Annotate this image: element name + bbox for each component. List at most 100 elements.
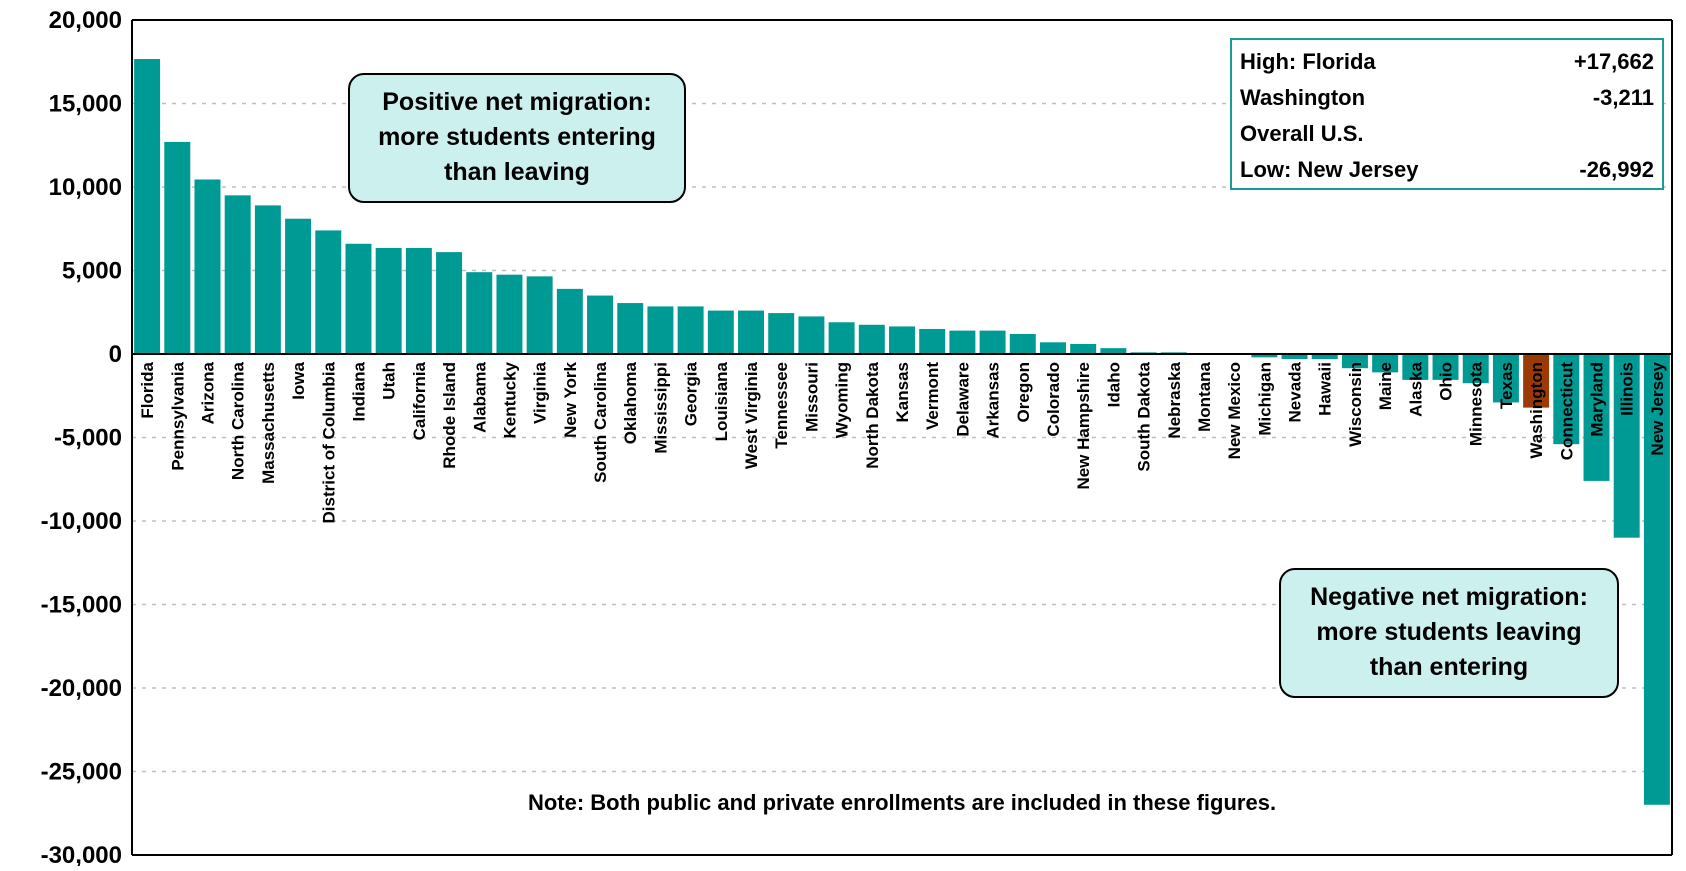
bar <box>224 195 251 354</box>
bar <box>1341 354 1368 369</box>
positive-annotation-line: than leaving <box>444 158 590 186</box>
x-tick-label: Missouri <box>802 362 821 432</box>
legend-row-overall: Overall U.S. <box>1240 116 1654 152</box>
x-tick-label: South Dakota <box>1135 361 1154 471</box>
bar <box>1372 354 1399 373</box>
x-tick-label: Kansas <box>893 362 912 422</box>
legend-value: -3,211 <box>1592 85 1654 110</box>
x-tick-label: Rhode Island <box>440 362 459 469</box>
x-tick-label: Massachusetts <box>259 362 278 484</box>
bar <box>164 141 191 354</box>
bar <box>828 322 855 354</box>
bar <box>1281 354 1308 360</box>
x-tick-label: Georgia <box>682 361 701 426</box>
bar <box>466 272 493 354</box>
bar <box>1402 354 1429 380</box>
bar <box>315 230 342 354</box>
x-tick-label: Wisconsin <box>1346 362 1365 447</box>
legend-value: +17,662 <box>1573 49 1654 74</box>
x-tick-label: Utah <box>380 362 399 400</box>
x-tick-label: Illinois <box>1618 362 1637 416</box>
x-tick-label: Maine <box>1376 362 1395 410</box>
x-tick-label: District of Columbia <box>319 361 338 523</box>
x-tick-label: Hawaii <box>1316 362 1335 416</box>
legend-row-high: High: Florida +17,662 <box>1240 44 1654 80</box>
x-tick-label: Pennsylvania <box>168 361 187 470</box>
y-tick-label: -10,000 <box>41 508 122 535</box>
x-tick-label: Idaho <box>1104 362 1123 407</box>
x-tick-label: Vermont <box>923 362 942 430</box>
positive-migration-annotation: Positive net migration: more students en… <box>348 73 686 203</box>
bar <box>919 328 946 354</box>
negative-annotation-line: than entering <box>1369 653 1529 681</box>
x-tick-label: Louisiana <box>712 361 731 441</box>
y-tick-label: -5,000 <box>54 425 122 452</box>
bar <box>556 288 583 354</box>
y-tick-label: -15,000 <box>41 592 122 619</box>
y-tick-label: -25,000 <box>41 759 122 786</box>
x-tick-label: Colorado <box>1044 362 1063 437</box>
y-tick-label: -30,000 <box>41 842 122 866</box>
bar <box>194 179 221 354</box>
positive-annotation-line: Positive net migration: <box>382 88 652 116</box>
x-tick-label: Maryland <box>1588 362 1607 437</box>
bar <box>436 252 463 354</box>
bar <box>677 306 704 354</box>
bar <box>526 276 553 354</box>
x-tick-label: Tennessee <box>772 362 791 449</box>
x-tick-label: Montana <box>1195 361 1214 431</box>
bar <box>1492 354 1519 403</box>
bar <box>1643 354 1670 805</box>
x-tick-label: Alaska <box>1406 361 1425 416</box>
x-tick-label: Alabama <box>470 361 489 432</box>
bar <box>375 247 402 354</box>
x-tick-label: Texas <box>1497 362 1516 409</box>
bar <box>768 313 795 354</box>
x-tick-label: Delaware <box>953 362 972 437</box>
bar <box>1462 354 1489 384</box>
negative-annotation-line: Negative net migration: <box>1310 583 1588 611</box>
x-tick-label: Florida <box>138 361 157 418</box>
x-tick-label: North Dakota <box>863 361 882 468</box>
bar <box>1251 354 1278 358</box>
x-tick-label: Oklahoma <box>621 361 640 444</box>
y-tick-label: 20,000 <box>49 7 122 34</box>
x-tick-label: New Jersey <box>1648 361 1667 455</box>
x-tick-label: Kentucky <box>500 361 519 438</box>
bar <box>979 330 1006 354</box>
legend-label: High: Florida <box>1240 49 1376 74</box>
bar <box>889 326 915 354</box>
x-tick-label: New Hampshire <box>1074 362 1093 490</box>
y-tick-label: 10,000 <box>49 174 122 201</box>
bar <box>254 205 281 354</box>
x-tick-label: Nevada <box>1286 361 1305 422</box>
bar <box>1583 354 1610 481</box>
y-tick-label: -20,000 <box>41 675 122 702</box>
negative-annotation-line: more students leaving <box>1316 618 1582 646</box>
x-tick-label: Oregon <box>1014 362 1033 422</box>
y-tick-label: 15,000 <box>49 91 122 118</box>
legend-row-washington: Washington -3,211 <box>1240 80 1654 116</box>
x-tick-label: Wyoming <box>833 362 852 438</box>
legend-label: Washington <box>1240 85 1366 110</box>
x-tick-label: Indiana <box>349 361 368 421</box>
legend-label: Overall U.S. <box>1240 121 1364 146</box>
bar <box>949 330 976 354</box>
bar <box>1523 354 1550 408</box>
x-tick-label: Michigan <box>1255 362 1274 436</box>
bar <box>798 316 825 354</box>
x-tick-label: West Virginia <box>742 361 761 469</box>
x-tick-label: Iowa <box>289 361 308 399</box>
x-tick-label: Minnesota <box>1467 361 1486 446</box>
legend-row-low: Low: New Jersey -26,992 <box>1240 152 1654 188</box>
bar <box>285 218 312 354</box>
bar <box>858 324 885 354</box>
x-tick-label: Connecticut <box>1557 362 1576 461</box>
bar <box>1553 354 1580 445</box>
positive-annotation-line: more students entering <box>378 123 656 151</box>
legend-value: -26,992 <box>1579 157 1654 182</box>
x-tick-label: Nebraska <box>1165 361 1184 438</box>
y-tick-label: 5,000 <box>62 258 122 285</box>
bar <box>1311 354 1338 360</box>
